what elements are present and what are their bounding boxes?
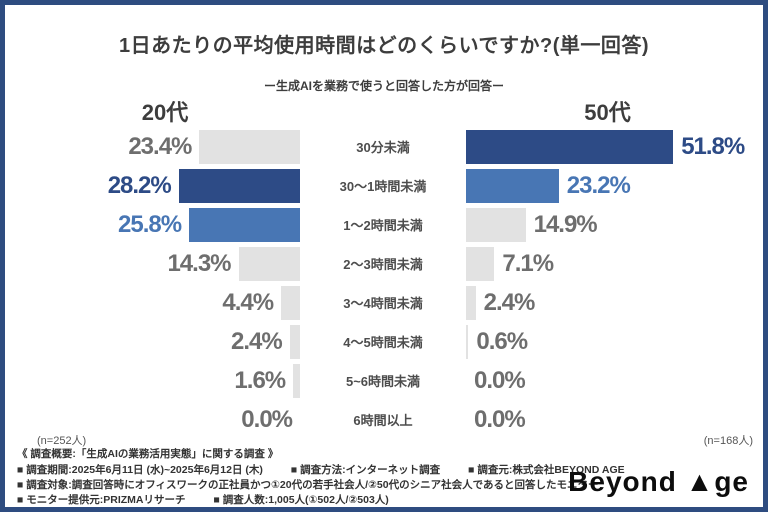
group-header-50s: 50代	[584, 100, 631, 125]
group-headers: 20代 50代	[30, 95, 749, 127]
group-header-20s: 20代	[141, 100, 189, 125]
survey-note-item: ■ 調査期間:2025年6月11日 (水)~2025年6月12日 (木)	[17, 464, 263, 476]
bar-50s	[466, 324, 469, 359]
bar-cell-50s: 7.1%	[466, 244, 749, 283]
chart-row: 23.4% 30分未満 51.8%	[30, 127, 749, 166]
bar-20s	[289, 324, 300, 359]
chart-row: 14.3% 2〜3時間未満 7.1%	[30, 244, 749, 283]
value-label-20s: 1.6%	[234, 366, 286, 394]
bar-50s	[466, 129, 674, 164]
bar-cell-50s: 51.8%	[466, 127, 749, 166]
bar-cell-20s: 0.0%	[30, 400, 300, 439]
chart-row: 4.4% 3〜4時間未満 2.4%	[30, 283, 749, 322]
value-label-50s: 2.4%	[483, 288, 536, 316]
bar-20s	[293, 363, 300, 398]
value-label-50s: 14.9%	[533, 210, 598, 238]
value-label-50s: 0.6%	[476, 327, 528, 355]
chart-row: 1.6% 5~6時間未満 0.0%	[30, 361, 749, 400]
value-label-50s: 23.2%	[566, 171, 631, 199]
bar-cell-20s: 14.3%	[30, 244, 300, 283]
bar-cell-50s: 23.2%	[466, 166, 749, 205]
sample-size-50s: (n=168人)	[703, 435, 753, 447]
bar-cell-20s: 28.2%	[30, 166, 300, 205]
bar-chart: 23.4% 30分未満 51.8% 28.2% 30〜1時間未満 23.2% 25.8% 1〜…	[30, 127, 749, 439]
survey-note-item: ■ モニター提供元:PRIZMAリサーチ	[17, 494, 186, 506]
survey-overview-line: 《 調査概要:「生成AIの業務活用実態」に関する調査 》	[17, 448, 279, 460]
bar-cell-50s: 0.0%	[466, 361, 749, 400]
survey-note-item: ■ 調査方法:インターネット調査	[290, 464, 441, 476]
value-label-50s: 7.1%	[502, 249, 554, 277]
survey-note-item: ■ 調査人数:1,005人(①502人/②503人)	[213, 494, 389, 506]
bar-50s	[466, 168, 559, 203]
survey-note-row: ■ モニター提供元:PRIZMAリサーチ ■ 調査人数:1,005人(①502人/…	[17, 493, 637, 508]
value-label-20s: 4.4%	[222, 288, 274, 316]
category-label: 3〜4時間未満	[343, 296, 423, 311]
chart-row: 0.0% 6時間以上 0.0%	[30, 400, 749, 439]
bar-cell-50s: 0.6%	[466, 322, 749, 361]
bar-20s	[238, 246, 300, 281]
bar-cell-50s: 14.9%	[466, 205, 749, 244]
category-label: 5~6時間未満	[345, 374, 421, 389]
survey-note-row: ■ 調査期間:2025年6月11日 (水)~2025年6月12日 (木) ■ 調査…	[17, 463, 637, 478]
bar-cell-50s: 2.4%	[466, 283, 749, 322]
chart-subtitle: ー生成AIを業務で使うと回答した方が回答ー	[263, 79, 504, 93]
bar-cell-20s: 4.4%	[30, 283, 300, 322]
bar-50s	[466, 285, 476, 320]
beyond-age-logo: Beyond ▲ge	[568, 466, 749, 497]
value-label-50s: 51.8%	[681, 132, 745, 160]
value-label-20s: 25.8%	[118, 210, 182, 238]
value-label-20s: 28.2%	[107, 171, 172, 199]
bar-50s	[466, 207, 526, 242]
category-label: 2〜3時間未満	[343, 257, 423, 272]
bar-cell-20s: 1.6%	[30, 361, 300, 400]
value-label-20s: 14.3%	[167, 249, 231, 277]
value-label-20s: 2.4%	[230, 327, 283, 355]
bar-50s	[466, 246, 495, 281]
value-label-50s: 0.0%	[474, 405, 526, 433]
value-label-20s: 0.0%	[241, 405, 293, 433]
category-label: 30〜1時間未満	[339, 179, 427, 194]
survey-note-item: ■ 調査対象:調査回答時にオフィスワークの正社員かつ①20代の若手社会人/②50…	[17, 479, 599, 491]
chart-row: 25.8% 1〜2時間未満 14.9%	[30, 205, 749, 244]
value-label-50s: 0.0%	[474, 366, 526, 394]
category-label: 30分未満	[356, 140, 410, 155]
bar-20s	[199, 129, 300, 164]
bar-cell-20s: 23.4%	[30, 127, 300, 166]
category-label: 6時間以上	[353, 413, 413, 428]
bar-20s	[281, 285, 300, 320]
category-label: 1〜2時間未満	[343, 218, 423, 233]
chart-title: 1日あたりの平均使用時間はどのくらいですか?(単一回答)	[118, 35, 650, 57]
bar-20s	[178, 168, 300, 203]
survey-note-row: ■ 調査対象:調査回答時にオフィスワークの正社員かつ①20代の若手社会人/②50…	[17, 478, 637, 493]
chart-row: 2.4% 4〜5時間未満 0.6%	[30, 322, 749, 361]
bar-cell-20s: 25.8%	[30, 205, 300, 244]
survey-notes: 《 調査概要:「生成AIの業務活用実態」に関する調査 》 ■ 調査期間:2025…	[17, 447, 637, 508]
bar-cell-20s: 2.4%	[30, 322, 300, 361]
sample-size-20s: (n=252人)	[37, 435, 87, 447]
category-label: 4〜5時間未満	[343, 335, 423, 350]
value-label-20s: 23.4%	[128, 132, 192, 160]
bar-cell-50s: 0.0%	[466, 400, 749, 439]
bar-20s	[189, 207, 300, 242]
survey-note-item: ■ 調査元:株式会社BEYOND AGE	[468, 464, 625, 476]
chart-row: 28.2% 30〜1時間未満 23.2%	[30, 166, 749, 205]
